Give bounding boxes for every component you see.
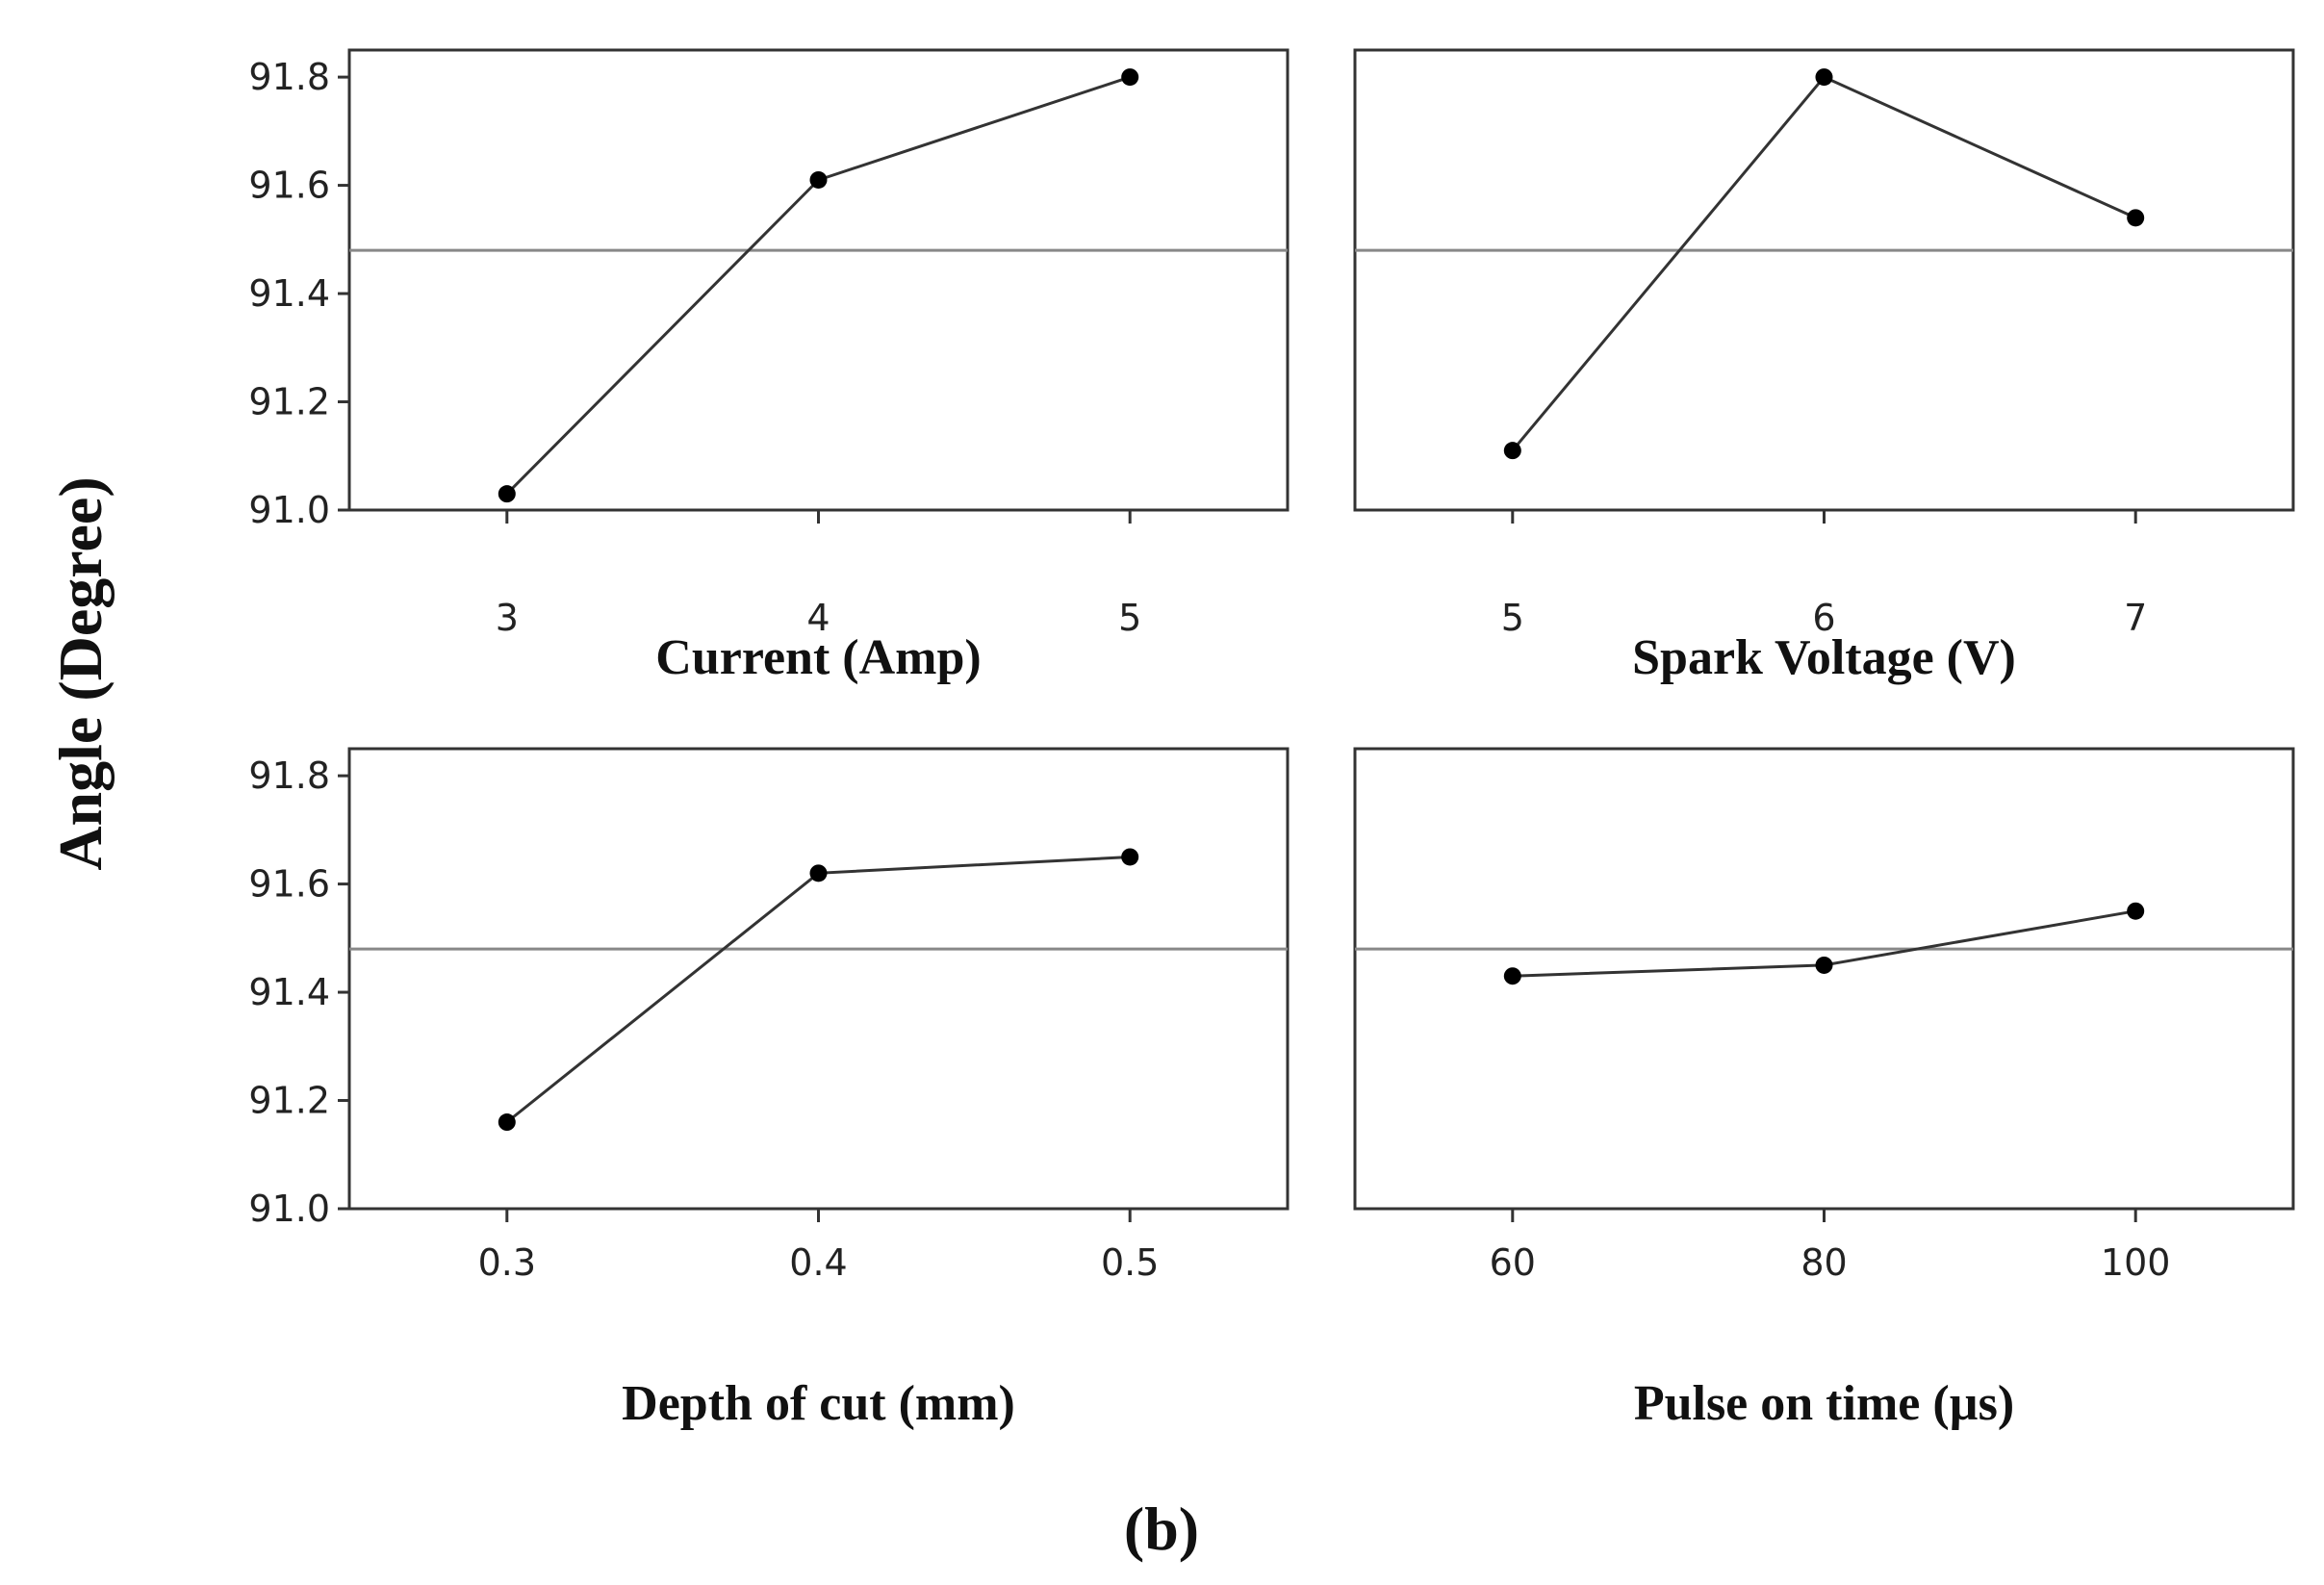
x-axis-title: Current (Amp) (655, 630, 981, 685)
x-tick-label: 6 (1812, 597, 1835, 639)
panel-frame (347, 747, 1290, 1211)
y-tick-label: 91.8 (248, 56, 330, 98)
x-tick-label: 4 (806, 597, 830, 639)
x-tick-label: 0.3 (478, 1241, 536, 1284)
y-tick-label: 91.6 (248, 863, 330, 906)
x-tick-label: 0.5 (1101, 1241, 1159, 1284)
data-point (498, 485, 516, 503)
panel-3: 91.0 91.2 91.4 91.6 91.8 0.3 0.4 0.5 Depth of cu… (248, 747, 1290, 1431)
panel-1: 91.0 91.2 91.4 91.6 91.8 3 4 5 Current (Amp) (248, 48, 1290, 685)
y-tick-label: 91.8 (248, 754, 330, 797)
x-tick-label: 0.4 (789, 1241, 847, 1284)
panel-frame (347, 48, 1290, 512)
panel-frame (1353, 48, 2295, 512)
data-point (809, 864, 828, 882)
x-tick-label: 3 (496, 597, 519, 639)
data-point (2127, 209, 2145, 227)
x-axis-title: Depth of cut (mm) (622, 1376, 1015, 1431)
x-axis-title: Pulse on time (µs) (1634, 1376, 2014, 1431)
y-tick-label: 91.0 (248, 489, 330, 531)
panel-2: 5 6 7 Spark Voltage (V) (1353, 48, 2295, 685)
x-tick-label: 80 (1800, 1241, 1847, 1284)
data-point (1503, 442, 1521, 460)
data-point (809, 170, 828, 189)
data-point (1815, 956, 1833, 974)
data-point (498, 1113, 516, 1132)
y-tick-label: 91.6 (248, 165, 330, 207)
panels-group: 91.0 91.2 91.4 91.6 91.8 3 4 5 Current (Amp) 5 6 7 S… (248, 48, 2295, 1431)
y-tick-label: 91.4 (248, 971, 330, 1013)
series-line (505, 856, 1131, 1124)
panel-frame (1353, 747, 2295, 1211)
data-point (2127, 902, 2145, 920)
data-point (1121, 68, 1139, 87)
series-line (1511, 75, 2136, 452)
y-tick-label: 91.4 (248, 272, 330, 315)
panel-4: 60 80 100 Pulse on time (µs) (1353, 747, 2295, 1431)
data-point (1121, 848, 1139, 866)
y-tick-label: 91.2 (248, 381, 330, 423)
x-tick-label: 60 (1490, 1241, 1536, 1284)
x-tick-label: 100 (2101, 1241, 2171, 1284)
y-axis-label: Angle (Degree) (46, 476, 115, 870)
y-tick-label: 91.0 (248, 1188, 330, 1230)
x-tick-label: 7 (2124, 597, 2147, 639)
series-line (505, 75, 1131, 496)
x-axis-title: Spark Voltage (V) (1632, 630, 2016, 685)
x-tick-label: 5 (1501, 597, 1524, 639)
y-tick-label: 91.2 (248, 1080, 330, 1122)
data-point (1503, 967, 1521, 985)
x-tick-label: 5 (1118, 597, 1141, 639)
data-point (1815, 68, 1833, 87)
figure-caption: (b) (1124, 1495, 1199, 1563)
